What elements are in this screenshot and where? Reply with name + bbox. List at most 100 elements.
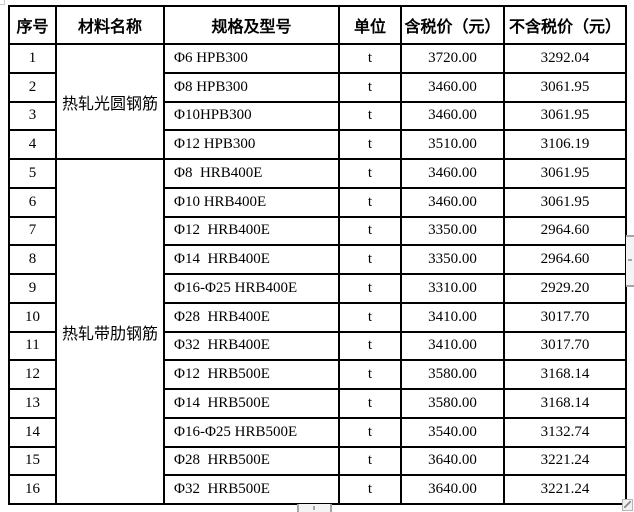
cell-spec-model[interactable]: Φ10HPB300 bbox=[163, 100, 340, 132]
cell-price-without-tax[interactable]: 3061.95 bbox=[503, 100, 627, 132]
cell-price-with-tax[interactable]: 3640.00 bbox=[400, 474, 505, 505]
cell-serial-number[interactable]: 7 bbox=[8, 215, 57, 247]
cell-spec-model[interactable]: Φ28 HRB400E bbox=[163, 301, 340, 333]
selection-corner-mark bbox=[0, 0, 5, 5]
header-spec-model[interactable]: 规格及型号 bbox=[163, 5, 340, 45]
cell-unit[interactable]: t bbox=[338, 158, 402, 189]
cell-unit[interactable]: t bbox=[338, 215, 402, 247]
cell-price-without-tax[interactable]: 3061.95 bbox=[503, 186, 627, 218]
header-unit[interactable]: 单位 bbox=[338, 5, 402, 45]
cell-serial-number[interactable]: 12 bbox=[8, 359, 57, 390]
cell-spec-model[interactable]: Φ12 HRB500E bbox=[163, 359, 340, 390]
cell-price-with-tax[interactable]: 3460.00 bbox=[400, 186, 505, 218]
cell-material-name[interactable]: 热轧带肋钢筋 bbox=[55, 158, 165, 505]
cell-price-with-tax[interactable]: 3350.00 bbox=[400, 244, 505, 275]
cell-price-with-tax[interactable]: 3580.00 bbox=[400, 359, 505, 390]
cell-unit[interactable]: t bbox=[338, 186, 402, 218]
header-serial-number[interactable]: 序号 bbox=[8, 5, 57, 45]
cell-spec-model[interactable]: Φ32 HRB400E bbox=[163, 330, 340, 362]
cell-serial-number[interactable]: 9 bbox=[8, 273, 57, 304]
cell-price-with-tax[interactable]: 3510.00 bbox=[400, 129, 505, 160]
material-price-table: 序号 材料名称 规格及型号 单位 含税价（元） 不含税价（元） 1 热轧光圆钢筋 … bbox=[8, 5, 627, 505]
cell-price-with-tax[interactable]: 3310.00 bbox=[400, 273, 505, 304]
cell-serial-number[interactable]: 5 bbox=[8, 158, 57, 189]
cell-price-with-tax[interactable]: 3410.00 bbox=[400, 301, 505, 333]
cell-price-without-tax[interactable]: 3017.70 bbox=[503, 330, 627, 362]
table-resize-handle-icon[interactable] bbox=[622, 499, 633, 511]
cell-unit[interactable]: t bbox=[338, 474, 402, 505]
cell-unit[interactable]: t bbox=[338, 244, 402, 275]
header-price-without-tax[interactable]: 不含税价（元） bbox=[503, 5, 627, 45]
cell-spec-model[interactable]: Φ14 HRB400E bbox=[163, 244, 340, 275]
cell-price-with-tax[interactable]: 3540.00 bbox=[400, 416, 505, 448]
cell-price-without-tax[interactable]: 2964.60 bbox=[503, 244, 627, 275]
cell-price-with-tax[interactable]: 3720.00 bbox=[400, 43, 505, 74]
table-row: 4 Φ12 HPB300 t 3510.00 3106.19 bbox=[8, 129, 627, 160]
table-row: 5 热轧带肋钢筋 Φ8 HRB400E t 3460.00 3061.95 bbox=[8, 158, 627, 505]
cell-serial-number[interactable]: 6 bbox=[8, 186, 57, 218]
cell-price-with-tax[interactable]: 3580.00 bbox=[400, 388, 505, 419]
cell-unit[interactable]: t bbox=[338, 445, 402, 477]
cell-serial-number[interactable]: 8 bbox=[8, 244, 57, 275]
cell-spec-model[interactable]: Φ12 HPB300 bbox=[163, 129, 340, 160]
cell-spec-model[interactable]: Φ16-Φ25 HRB500E bbox=[163, 416, 340, 448]
cell-unit[interactable]: t bbox=[338, 330, 402, 362]
cell-unit[interactable]: t bbox=[338, 129, 402, 160]
cell-spec-model[interactable]: Φ14 HRB500E bbox=[163, 388, 340, 419]
cell-serial-number[interactable]: 10 bbox=[8, 301, 57, 333]
header-material-name[interactable]: 材料名称 bbox=[55, 5, 165, 45]
cell-price-with-tax[interactable]: 3460.00 bbox=[400, 158, 505, 189]
cell-serial-number[interactable]: 4 bbox=[8, 129, 57, 160]
cell-serial-number[interactable]: 3 bbox=[8, 100, 57, 132]
cell-price-without-tax[interactable]: 2929.20 bbox=[503, 273, 627, 304]
cell-price-with-tax[interactable]: 3460.00 bbox=[400, 71, 505, 103]
cell-price-without-tax[interactable]: 3168.14 bbox=[503, 359, 627, 390]
cell-material-name[interactable]: 热轧光圆钢筋 bbox=[55, 43, 165, 160]
cell-price-with-tax[interactable]: 3460.00 bbox=[400, 100, 505, 132]
cell-spec-model[interactable]: Φ32 HRB500E bbox=[163, 474, 340, 505]
header-price-with-tax[interactable]: 含税价（元） bbox=[400, 5, 505, 45]
scrollbar-grip-mark bbox=[297, 504, 299, 512]
cell-price-without-tax[interactable]: 3221.24 bbox=[503, 474, 627, 505]
cell-serial-number[interactable]: 16 bbox=[8, 474, 57, 505]
cell-unit[interactable]: t bbox=[338, 43, 402, 74]
cell-serial-number[interactable]: 1 bbox=[8, 43, 57, 74]
cell-price-without-tax[interactable]: 3061.95 bbox=[503, 158, 627, 189]
cell-price-without-tax[interactable]: 3292.04 bbox=[503, 43, 627, 74]
cell-price-with-tax[interactable]: 3350.00 bbox=[400, 215, 505, 247]
cell-price-without-tax[interactable]: 3132.74 bbox=[503, 416, 627, 448]
cell-unit[interactable]: t bbox=[338, 301, 402, 333]
cell-price-without-tax[interactable]: 3061.95 bbox=[503, 71, 627, 103]
cell-price-without-tax[interactable]: 3106.19 bbox=[503, 129, 627, 160]
scrollbar-grip-mark bbox=[628, 259, 632, 261]
cell-serial-number[interactable]: 14 bbox=[8, 416, 57, 448]
cell-spec-model[interactable]: Φ6 HPB300 bbox=[163, 43, 340, 74]
cell-price-without-tax[interactable]: 3221.24 bbox=[503, 445, 627, 477]
cell-price-with-tax[interactable]: 3640.00 bbox=[400, 445, 505, 477]
cell-spec-model[interactable]: Φ16-Φ25 HRB400E bbox=[163, 273, 340, 304]
cell-price-without-tax[interactable]: 3017.70 bbox=[503, 301, 627, 333]
cell-serial-number[interactable]: 13 bbox=[8, 388, 57, 419]
scrollbar-grip-mark bbox=[626, 285, 634, 287]
cell-unit[interactable]: t bbox=[338, 388, 402, 419]
cell-spec-model[interactable]: Φ10 HRB400E bbox=[163, 186, 340, 218]
vertical-scrollbar-thumb[interactable] bbox=[626, 235, 634, 287]
table-row: 10 Φ28 HRB400E t 3410.00 3017.70 bbox=[8, 301, 627, 333]
cell-price-with-tax[interactable]: 3410.00 bbox=[400, 330, 505, 362]
cell-spec-model[interactable]: Φ28 HRB500E bbox=[163, 445, 340, 477]
cell-unit[interactable]: t bbox=[338, 100, 402, 132]
cell-spec-model[interactable]: Φ12 HRB400E bbox=[163, 215, 340, 247]
cell-unit[interactable]: t bbox=[338, 71, 402, 103]
table-row: 12 Φ12 HRB500E t 3580.00 3168.14 bbox=[8, 359, 627, 390]
cell-unit[interactable]: t bbox=[338, 273, 402, 304]
cell-serial-number[interactable]: 11 bbox=[8, 330, 57, 362]
cell-serial-number[interactable]: 15 bbox=[8, 445, 57, 477]
cell-spec-model[interactable]: Φ8 HRB400E bbox=[163, 158, 340, 189]
cell-spec-model[interactable]: Φ8 HPB300 bbox=[163, 71, 340, 103]
cell-unit[interactable]: t bbox=[338, 359, 402, 390]
cell-price-without-tax[interactable]: 2964.60 bbox=[503, 215, 627, 247]
cell-serial-number[interactable]: 2 bbox=[8, 71, 57, 103]
horizontal-scrollbar-thumb[interactable] bbox=[297, 504, 332, 512]
cell-unit[interactable]: t bbox=[338, 416, 402, 448]
cell-price-without-tax[interactable]: 3168.14 bbox=[503, 388, 627, 419]
